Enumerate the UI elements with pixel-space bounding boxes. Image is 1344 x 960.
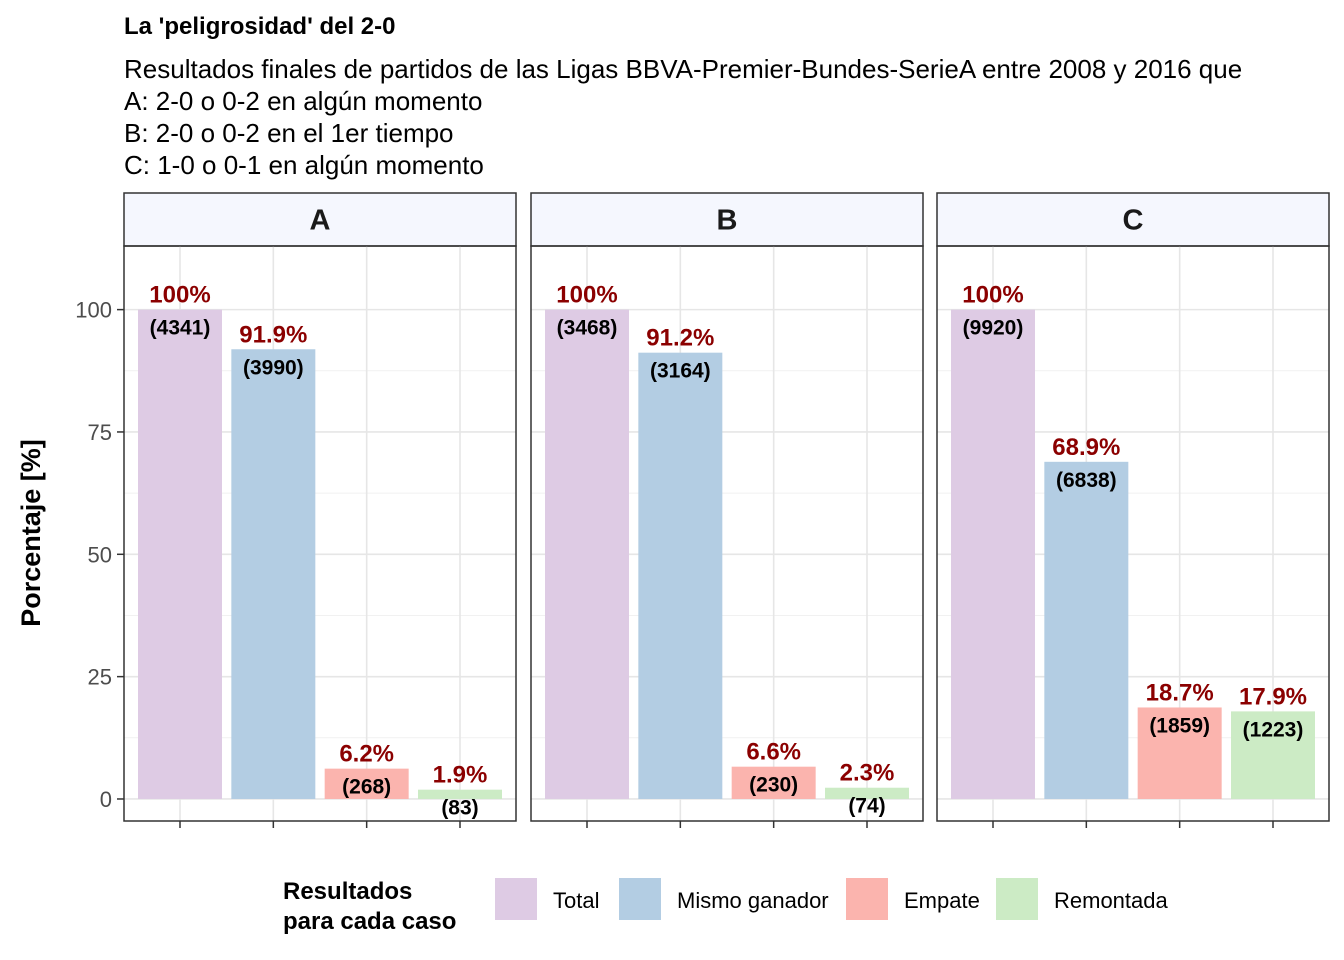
count-label: (230) — [749, 774, 798, 797]
pct-label: 100% — [962, 282, 1023, 309]
panel-border-C — [936, 245, 1330, 822]
subtitle-line-4: C: 1-0 o 0-1 en algún momento — [124, 150, 484, 180]
legend-label: Mismo ganador — [677, 888, 829, 913]
legend-item-2: Mismo ganador — [619, 878, 829, 920]
bar-A-3 — [324, 768, 409, 799]
count-label: (268) — [342, 776, 391, 799]
legend-swatch — [619, 878, 661, 920]
strip-label-C: C — [1123, 205, 1144, 237]
panel-A: A 100% (4341) 91.9% (3990) 6.2% (268) 1.9% (83) — [123, 192, 517, 828]
pct-label: 91.2% — [646, 325, 714, 352]
legend-title-line: Resultados — [283, 878, 412, 905]
panel-C: C 100% (9920) 68.9% (6838) 18.7% (1859) 17.9% (1… — [936, 192, 1330, 828]
pct-label: 100% — [556, 282, 617, 309]
bar-C-2 — [1044, 461, 1129, 799]
bar-B-2 — [638, 352, 723, 799]
count-label: (4341) — [150, 317, 211, 340]
bar-C-3 — [1137, 707, 1222, 799]
strip-label-B: B — [717, 205, 738, 237]
bar-A-1 — [138, 309, 222, 799]
count-label: (1223) — [1243, 718, 1304, 741]
pct-label: 68.9% — [1052, 434, 1120, 461]
bar-B-3 — [731, 766, 816, 799]
chart-title: La 'peligrosidad' del 2-0 — [124, 13, 395, 40]
count-label: (83) — [441, 797, 478, 820]
count-label: (74) — [848, 795, 885, 818]
y-tick-label: 75 — [88, 420, 112, 445]
pct-label: 6.6% — [746, 739, 801, 766]
panel-border-B — [530, 245, 924, 822]
y-axis-label: Porcentaje [%] — [16, 439, 46, 627]
subtitle-line-3: B: 2-0 o 0-2 en el 1er tiempo — [124, 118, 454, 148]
count-label: (3164) — [650, 360, 711, 383]
facet-panels: A 100% (4341) 91.9% (3990) 6.2% (268) 1.9% (83) B… — [123, 192, 1330, 828]
legend-item-4: Remontada — [996, 878, 1169, 920]
count-label: (3468) — [557, 317, 618, 340]
strip-A — [123, 192, 517, 247]
legend-swatch — [495, 878, 537, 920]
pct-label: 2.3% — [840, 760, 895, 787]
bar-B-1 — [545, 309, 629, 799]
bar-A-4 — [418, 789, 502, 799]
chart-subtitle: Resultados finales de partidos de las Li… — [124, 54, 1242, 180]
count-label: (3990) — [243, 356, 304, 379]
legend-label: Empate — [904, 888, 980, 913]
y-tick-label: 25 — [88, 665, 112, 690]
legend-label: Remontada — [1054, 888, 1169, 913]
pct-label: 100% — [149, 282, 210, 309]
count-label: (6838) — [1056, 469, 1117, 492]
legend-swatch — [846, 878, 888, 920]
legend-title-line: para cada caso — [283, 908, 456, 935]
strip-label-A: A — [310, 205, 331, 237]
y-axis: 0 25 50 75 100 — [75, 298, 124, 812]
y-tick-label: 100 — [75, 298, 112, 323]
legend-item-1: Total — [495, 878, 599, 920]
y-tick-label: 0 — [100, 787, 112, 812]
legend-swatch — [996, 878, 1038, 920]
pct-label: 17.9% — [1239, 683, 1307, 710]
panel-border-A — [123, 245, 517, 822]
bar-C-4 — [1231, 711, 1315, 799]
legend-item-3: Empate — [846, 878, 980, 920]
pct-label: 1.9% — [433, 762, 488, 789]
legend: Resultados para cada caso Total Mismo ganad… — [283, 878, 1169, 935]
legend-label: Total — [553, 888, 599, 913]
panel-B: B 100% (3468) 91.2% (3164) 6.6% (230) 2.3% (74) — [530, 192, 924, 828]
subtitle-line-1: Resultados finales de partidos de las Li… — [124, 54, 1242, 84]
pct-label: 91.9% — [239, 321, 307, 348]
pct-label: 6.2% — [339, 741, 394, 768]
y-tick-label: 50 — [88, 542, 112, 567]
count-label: (9920) — [963, 317, 1024, 340]
bar-B-4 — [825, 787, 909, 799]
bar-C-1 — [951, 309, 1035, 799]
subtitle-line-2: A: 2-0 o 0-2 en algún momento — [124, 86, 482, 116]
pct-label: 18.7% — [1146, 679, 1214, 706]
count-label: (1859) — [1149, 714, 1210, 737]
bar-A-2 — [231, 349, 316, 799]
